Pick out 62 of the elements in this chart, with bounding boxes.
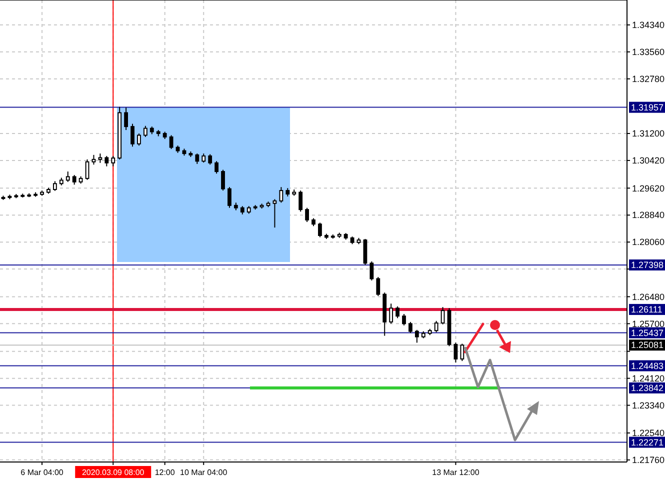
candlestick	[143, 125, 148, 138]
y-tick-label: 1.22540	[632, 428, 665, 438]
candlestick	[298, 190, 303, 212]
candlestick	[98, 153, 102, 164]
candlestick	[414, 329, 419, 344]
y-tick-label: 1.29620	[632, 183, 665, 194]
candlestick	[221, 169, 225, 192]
candlestick	[376, 276, 380, 297]
candlestick	[402, 313, 406, 326]
ref-line-label: 1.23842	[631, 383, 664, 394]
candlestick	[440, 306, 445, 325]
candlestick	[72, 174, 76, 186]
candlestick	[460, 343, 464, 362]
candlestick	[279, 186, 284, 204]
candlestick	[195, 153, 200, 164]
y-tick-label: 1.25700	[632, 318, 665, 329]
candlestick	[52, 180, 57, 192]
y-tick-label: 1.28060	[632, 237, 665, 248]
y-tick-label: 1.26480	[632, 292, 665, 302]
candlestick	[318, 222, 322, 238]
ref-line-label: 1.22271	[631, 437, 664, 448]
candlestick	[85, 158, 90, 180]
ref-line-label: 1.24483	[631, 360, 664, 371]
candlestick	[454, 342, 458, 363]
candlestick	[305, 207, 309, 223]
candlestick	[408, 321, 412, 334]
ref-line-label: 1.25081	[631, 340, 664, 350]
y-tick-label: 1.23340	[632, 400, 665, 410]
y-tick-label: 1.30420	[632, 156, 665, 166]
candlestick	[130, 123, 134, 148]
y-tick-label: 1.28840	[632, 210, 665, 220]
candlestick	[111, 155, 116, 167]
candlestick	[208, 154, 212, 166]
candlestick	[66, 171, 70, 182]
x-tick-label: 13 Mar 12:00	[432, 468, 480, 477]
y-tick-label: 1.34340	[632, 20, 665, 30]
y-tick-label: 1.24120	[632, 373, 665, 384]
candlestick	[370, 260, 374, 281]
y-tick-label: 1.21760	[632, 455, 665, 466]
x-tick-label: 10 Mar 04:00	[180, 468, 228, 477]
candlestick	[104, 155, 109, 167]
candlestick	[124, 107, 128, 131]
candlestick	[389, 303, 394, 324]
y-tick-label: 1.33560	[632, 47, 665, 58]
candlestick	[272, 198, 277, 228]
candlestick	[434, 320, 438, 333]
candlestick	[214, 160, 218, 174]
candlestick	[92, 154, 96, 166]
x-tick-label: 12:00	[154, 468, 176, 477]
ref-line-label: 1.25437	[631, 328, 664, 338]
candlestick	[396, 306, 400, 319]
x-tick-label: 2020.03.09 08:00	[82, 468, 145, 477]
candlestick	[137, 132, 141, 146]
candlestick	[363, 238, 368, 266]
y-tick-label: 1.31200	[632, 128, 665, 139]
ref-line-label: 1.26111	[631, 304, 662, 315]
candlestick	[169, 134, 174, 150]
x-tick-label: 6 Mar 04:00	[20, 468, 64, 477]
candlestick	[228, 186, 232, 208]
ref-line-label: 1.27398	[631, 260, 664, 270]
ref-line-label: 1.31957	[631, 102, 664, 112]
y-tick-label: 1.32780	[632, 74, 665, 84]
